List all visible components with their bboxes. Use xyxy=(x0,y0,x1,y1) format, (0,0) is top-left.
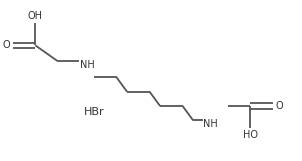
Text: NH: NH xyxy=(203,119,218,129)
Text: O: O xyxy=(3,40,11,50)
Text: O: O xyxy=(275,101,283,111)
Text: HBr: HBr xyxy=(84,107,104,117)
Text: NH: NH xyxy=(80,60,95,70)
Text: HO: HO xyxy=(243,130,258,140)
Text: OH: OH xyxy=(28,11,43,21)
